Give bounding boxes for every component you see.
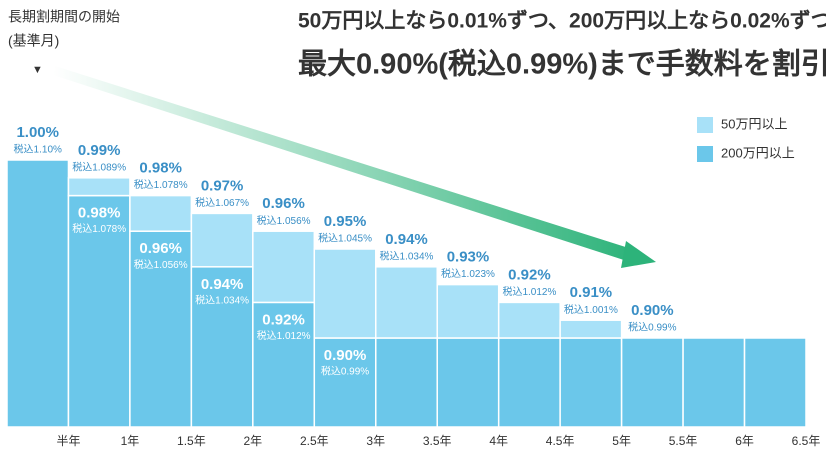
bar [252, 230, 316, 304]
tax-label: 税込1.045% [318, 232, 372, 245]
tax-label: 税込0.99% [628, 321, 676, 334]
bar [436, 337, 500, 428]
bar [190, 212, 254, 268]
bar [559, 337, 623, 428]
bar [620, 337, 684, 428]
bar [129, 194, 193, 232]
x-tick-label: 3.5年 [423, 434, 452, 448]
value-label: 0.96% [262, 195, 305, 212]
tax-label: 税込1.034% [380, 249, 434, 262]
bar [436, 283, 500, 339]
value-label: 0.92% [508, 266, 551, 283]
tax-label: 税込1.089% [72, 160, 126, 173]
x-tick-label: 6.5年 [792, 434, 821, 448]
tax-label: 税込1.023% [441, 267, 495, 280]
x-tick-label: 3年 [366, 434, 385, 448]
value-label: 0.95% [324, 213, 367, 230]
legend-label: 200万円以上 [721, 145, 795, 160]
tax-label: 税込1.078% [134, 178, 188, 191]
tax-label: 税込1.10% [14, 143, 62, 156]
value-label: 0.99% [78, 142, 121, 159]
tax-label: 税込1.056% [134, 258, 188, 271]
arrow [53, 66, 635, 262]
bar [497, 337, 561, 428]
x-tick-label: 2.5年 [300, 434, 329, 448]
value-label: 0.97% [201, 177, 244, 194]
tax-label: 税込1.056% [257, 214, 311, 227]
x-tick-label: 6年 [735, 434, 754, 448]
x-tick-label: 5年 [612, 434, 631, 448]
bar [313, 248, 377, 339]
x-tick-label: 半年 [56, 434, 80, 448]
legend-swatch [697, 146, 713, 162]
bar [375, 337, 438, 428]
tax-label: 税込1.067% [195, 196, 249, 209]
value-label: 0.90% [324, 347, 367, 364]
tax-label: 税込1.078% [72, 222, 126, 235]
legend-swatch [697, 117, 713, 133]
chart-title: 50万円以上なら0.01%ずつ、200万円以上なら0.02%ずつ、 [298, 10, 826, 33]
tax-label: 税込1.012% [502, 285, 556, 298]
legend-label: 50万円以上 [721, 116, 787, 131]
tax-label: 税込1.012% [257, 329, 311, 342]
tax-label: 税込0.99% [321, 365, 369, 378]
tax-label: 税込1.001% [564, 303, 618, 316]
x-tick-label: 4.5年 [546, 434, 575, 448]
value-label: 0.98% [139, 160, 182, 177]
value-label: 0.93% [447, 249, 490, 266]
bar [375, 266, 438, 339]
bar [67, 177, 131, 197]
header-line: 長期割期間の開始 [8, 9, 120, 25]
value-label: 0.96% [139, 240, 182, 257]
value-label: 0.91% [570, 284, 613, 301]
x-tick-label: 1年 [121, 434, 140, 448]
bar [743, 337, 807, 428]
header-marker: ▼ [32, 64, 43, 76]
bar [497, 301, 561, 339]
bar [129, 230, 193, 428]
bar [682, 337, 746, 428]
value-label: 0.92% [262, 311, 305, 328]
tax-label: 税込1.034% [195, 293, 249, 306]
header-line: (基準月) [8, 33, 59, 49]
value-label: 1.00% [16, 124, 59, 141]
bar [559, 319, 623, 339]
value-label: 0.98% [78, 205, 121, 222]
value-label: 0.94% [385, 231, 428, 248]
value-label: 0.94% [201, 276, 244, 293]
x-tick-label: 1.5年 [177, 434, 206, 448]
bar [6, 159, 70, 428]
x-tick-label: 5.5年 [669, 434, 698, 448]
arrow-head [621, 241, 656, 268]
x-tick-label: 4年 [489, 434, 508, 448]
chart-title: 最大0.90%(税込0.99%)まで手数料を割引 [298, 47, 826, 81]
value-label: 0.90% [631, 302, 674, 319]
x-tick-label: 2年 [244, 434, 263, 448]
